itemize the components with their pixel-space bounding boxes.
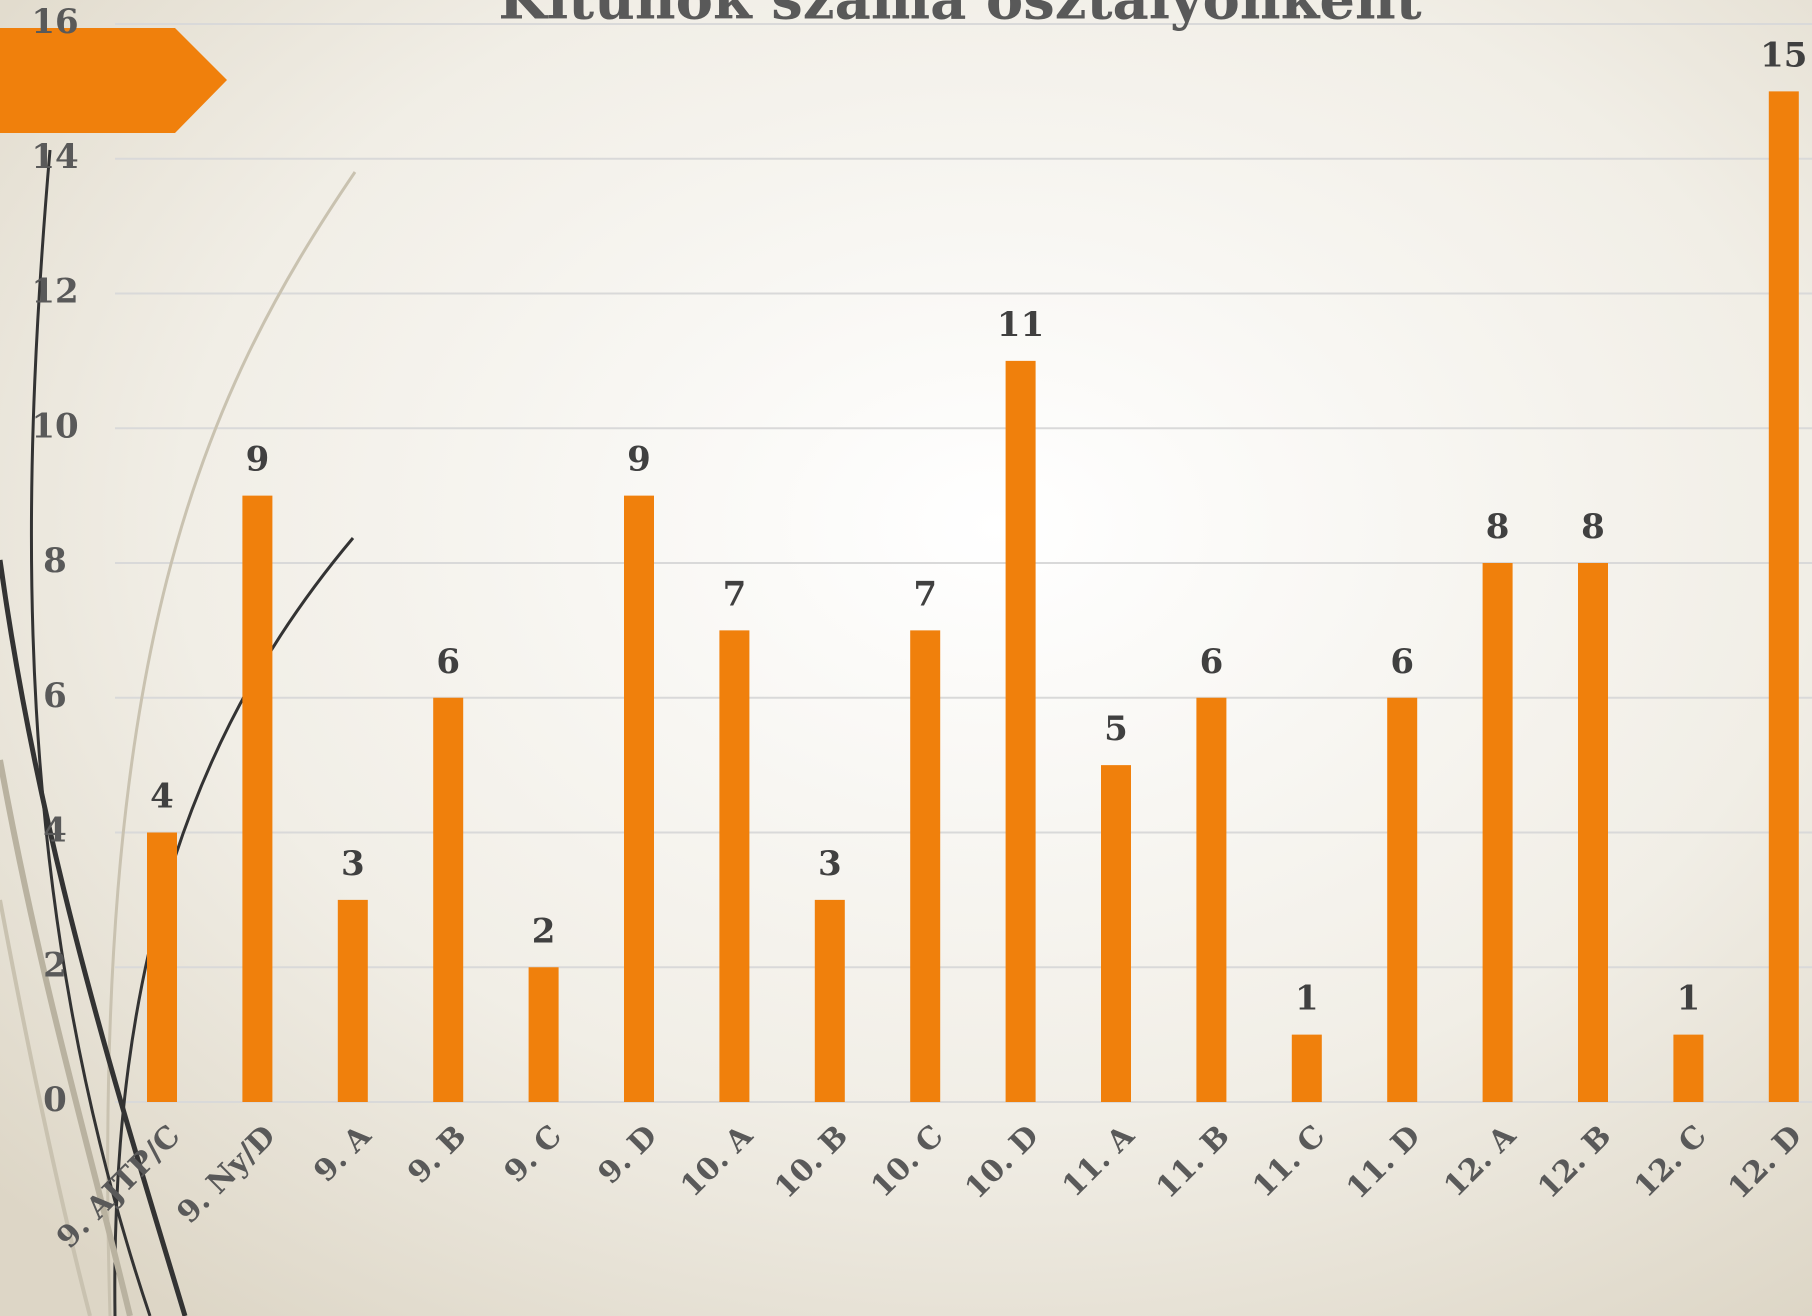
value-label: 1 <box>1295 979 1319 1019</box>
bar <box>1578 563 1608 1102</box>
y-tick-label: 16 <box>31 2 78 42</box>
bar <box>1387 697 1418 1102</box>
value-label: 9 <box>246 440 270 480</box>
bar <box>1768 91 1799 1102</box>
value-label: 6 <box>1390 642 1414 682</box>
bar <box>719 630 750 1102</box>
value-label: 9 <box>627 440 651 480</box>
bar <box>814 899 845 1102</box>
y-tick-label: 2 <box>43 945 67 985</box>
bar <box>147 832 177 1102</box>
bar <box>624 495 654 1102</box>
grid <box>115 23 1812 1103</box>
y-tick-label: 6 <box>43 676 67 716</box>
value-label: 4 <box>150 777 174 817</box>
y-tick-label: 12 <box>31 272 78 312</box>
bar <box>1291 1034 1322 1102</box>
value-label: 6 <box>436 642 460 682</box>
value-label: 5 <box>1104 709 1128 749</box>
bar <box>433 697 464 1102</box>
value-label: 11 <box>997 305 1044 345</box>
value-label: 6 <box>1200 642 1224 682</box>
value-label: 7 <box>723 574 747 614</box>
bar <box>910 630 941 1102</box>
value-label: 8 <box>1581 507 1605 547</box>
value-label: 2 <box>532 911 556 951</box>
bar <box>242 495 273 1102</box>
value-label: 8 <box>1486 507 1510 547</box>
value-label: 7 <box>913 574 937 614</box>
bar <box>1005 360 1036 1102</box>
tab-decoration <box>0 28 227 133</box>
value-label: 1 <box>1677 979 1701 1019</box>
y-tick-label: 4 <box>43 811 67 851</box>
bar <box>337 899 368 1102</box>
value-label: 15 <box>1760 35 1807 75</box>
bar <box>528 967 559 1102</box>
y-tick-label: 10 <box>31 406 78 446</box>
value-label: 3 <box>818 844 842 884</box>
chart-title: Kitűnők száma osztályonként <box>498 0 1421 33</box>
bar <box>1482 563 1513 1102</box>
bar <box>1673 1034 1704 1102</box>
y-tick-label: 0 <box>43 1080 67 1120</box>
y-tick-label: 8 <box>43 541 67 581</box>
y-tick-label: 14 <box>31 137 78 177</box>
bar <box>1196 697 1227 1102</box>
value-label: 3 <box>341 844 365 884</box>
bar <box>1101 765 1131 1102</box>
